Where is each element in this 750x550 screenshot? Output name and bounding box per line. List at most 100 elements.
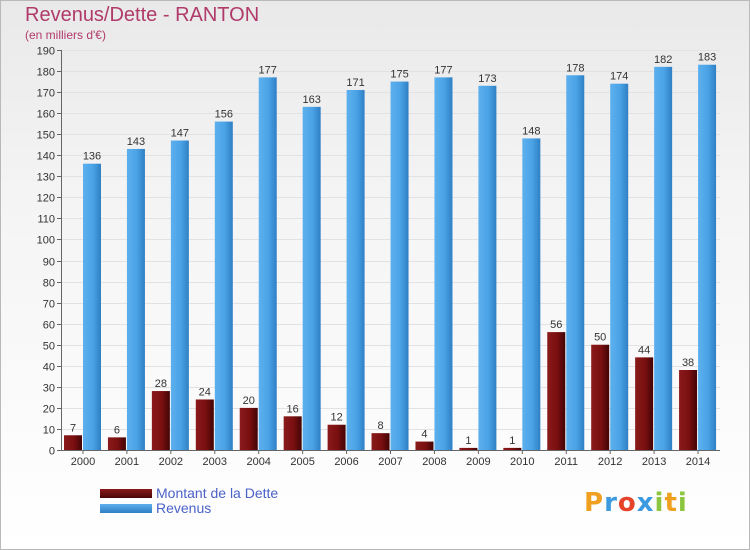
data-label-debt: 6 <box>114 424 120 436</box>
proxiti-logo: Proxiti <box>584 488 688 518</box>
bars: 7136614328147241562017716163121718175417… <box>64 52 717 451</box>
y-tick-label: 130 <box>37 172 55 184</box>
bar-revenus <box>522 138 541 450</box>
legend-swatch-dette <box>100 489 152 498</box>
bar-revenus <box>566 75 585 451</box>
logo-letter: x <box>636 488 655 518</box>
legend-label-revenus: Revenus <box>156 500 212 516</box>
bar-debt <box>415 441 434 450</box>
chart-subtitle: (en milliers d'€) <box>25 28 106 42</box>
y-tick-label: 0 <box>49 446 55 458</box>
x-tick-label: 2006 <box>334 456 358 468</box>
data-label-debt: 28 <box>155 378 167 390</box>
bar-debt <box>239 407 258 450</box>
x-axis-ticks: 2000 2001 2002 2003 2004 2005 2006 2007 2008 2009… <box>71 450 710 468</box>
y-tick-label: 110 <box>37 214 55 226</box>
y-tick-label: 180 <box>37 67 55 79</box>
y-tick-label: 20 <box>43 404 55 416</box>
bar-debt <box>327 424 346 450</box>
x-tick-label: 2003 <box>203 456 227 468</box>
bar-revenus <box>478 85 497 450</box>
data-label-debt: 44 <box>638 344 650 356</box>
data-label-debt: 1 <box>509 435 515 447</box>
data-label-debt: 12 <box>330 412 342 424</box>
y-tick-label: 150 <box>37 130 55 142</box>
y-tick-label: 80 <box>43 278 55 290</box>
grid-lines <box>61 50 720 451</box>
logo-letter: P <box>584 488 605 518</box>
y-tick-label: 50 <box>43 341 55 353</box>
y-tick-label: 70 <box>43 299 55 311</box>
data-label-debt: 1 <box>465 435 471 447</box>
bar-revenus <box>698 64 717 450</box>
y-tick-label: 100 <box>37 235 55 247</box>
bar-debt <box>151 391 170 450</box>
bar-revenus <box>610 83 629 451</box>
logo-letter: i <box>654 488 665 518</box>
bar-revenus <box>346 90 365 450</box>
chart-title: Revenus/Dette - RANTON <box>25 4 260 26</box>
y-tick-label: 90 <box>43 257 55 269</box>
data-label-revenus: 174 <box>610 71 628 83</box>
data-label-revenus: 177 <box>434 64 452 76</box>
logo-letter: t <box>664 488 678 518</box>
bar-debt <box>283 416 302 450</box>
bar-debt <box>371 433 390 450</box>
bar-revenus <box>83 163 101 450</box>
bar-revenus <box>390 81 409 450</box>
data-label-debt: 38 <box>682 357 694 369</box>
y-tick-label: 10 <box>43 425 55 437</box>
y-tick-label: 120 <box>37 193 55 205</box>
x-tick-label: 2001 <box>115 456 139 468</box>
bar-debt <box>107 437 126 450</box>
data-label-debt: 24 <box>199 386 211 398</box>
bar-revenus <box>214 121 233 450</box>
x-tick-label: 2007 <box>378 456 402 468</box>
data-label-revenus: 183 <box>698 52 716 64</box>
x-tick-label: 2002 <box>159 456 183 468</box>
y-tick-label: 30 <box>43 383 55 395</box>
data-label-revenus: 147 <box>171 128 189 140</box>
data-label-debt: 50 <box>594 332 606 344</box>
bar-debt <box>635 357 654 450</box>
data-label-debt: 56 <box>550 319 562 331</box>
data-label-revenus: 163 <box>302 94 320 106</box>
bar-revenus <box>654 66 673 450</box>
data-label-revenus: 171 <box>346 77 364 89</box>
y-tick-label: 160 <box>37 109 55 121</box>
y-tick-label: 190 <box>37 46 55 58</box>
x-tick-label: 2014 <box>686 456 710 468</box>
data-label-revenus: 175 <box>390 69 408 81</box>
x-tick-label: 2013 <box>642 456 666 468</box>
x-tick-label: 2009 <box>466 456 490 468</box>
bar-revenus <box>126 148 145 450</box>
logo-letter: i <box>677 488 688 518</box>
data-label-debt: 4 <box>421 429 427 441</box>
bar-debt <box>591 344 610 450</box>
bar-debt <box>459 447 478 450</box>
x-tick-label: 2004 <box>246 456 270 468</box>
bar-revenus <box>302 106 321 450</box>
data-label-revenus: 148 <box>522 125 540 137</box>
y-tick-label: 40 <box>43 362 55 374</box>
logo-letter: o <box>617 488 637 518</box>
legend-swatch-revenus <box>100 504 152 513</box>
y-tick-label: 140 <box>37 151 55 163</box>
x-tick-label: 2012 <box>598 456 622 468</box>
data-label-revenus: 177 <box>259 64 277 76</box>
data-label-revenus: 156 <box>215 109 233 121</box>
legend-label-dette: Montant de la Dette <box>156 485 279 501</box>
x-tick-label: 2005 <box>290 456 314 468</box>
data-label-debt: 16 <box>287 403 299 415</box>
bar-debt <box>503 447 522 450</box>
logo-letter: r <box>604 488 618 518</box>
data-label-debt: 8 <box>377 420 383 432</box>
data-label-revenus: 173 <box>478 73 496 85</box>
x-tick-label: 2010 <box>510 456 534 468</box>
data-label-revenus: 136 <box>83 151 101 163</box>
data-label-revenus: 182 <box>654 54 672 66</box>
bar-debt <box>195 399 214 450</box>
x-tick-label: 2000 <box>71 456 95 468</box>
y-tick-label: 60 <box>43 320 55 332</box>
